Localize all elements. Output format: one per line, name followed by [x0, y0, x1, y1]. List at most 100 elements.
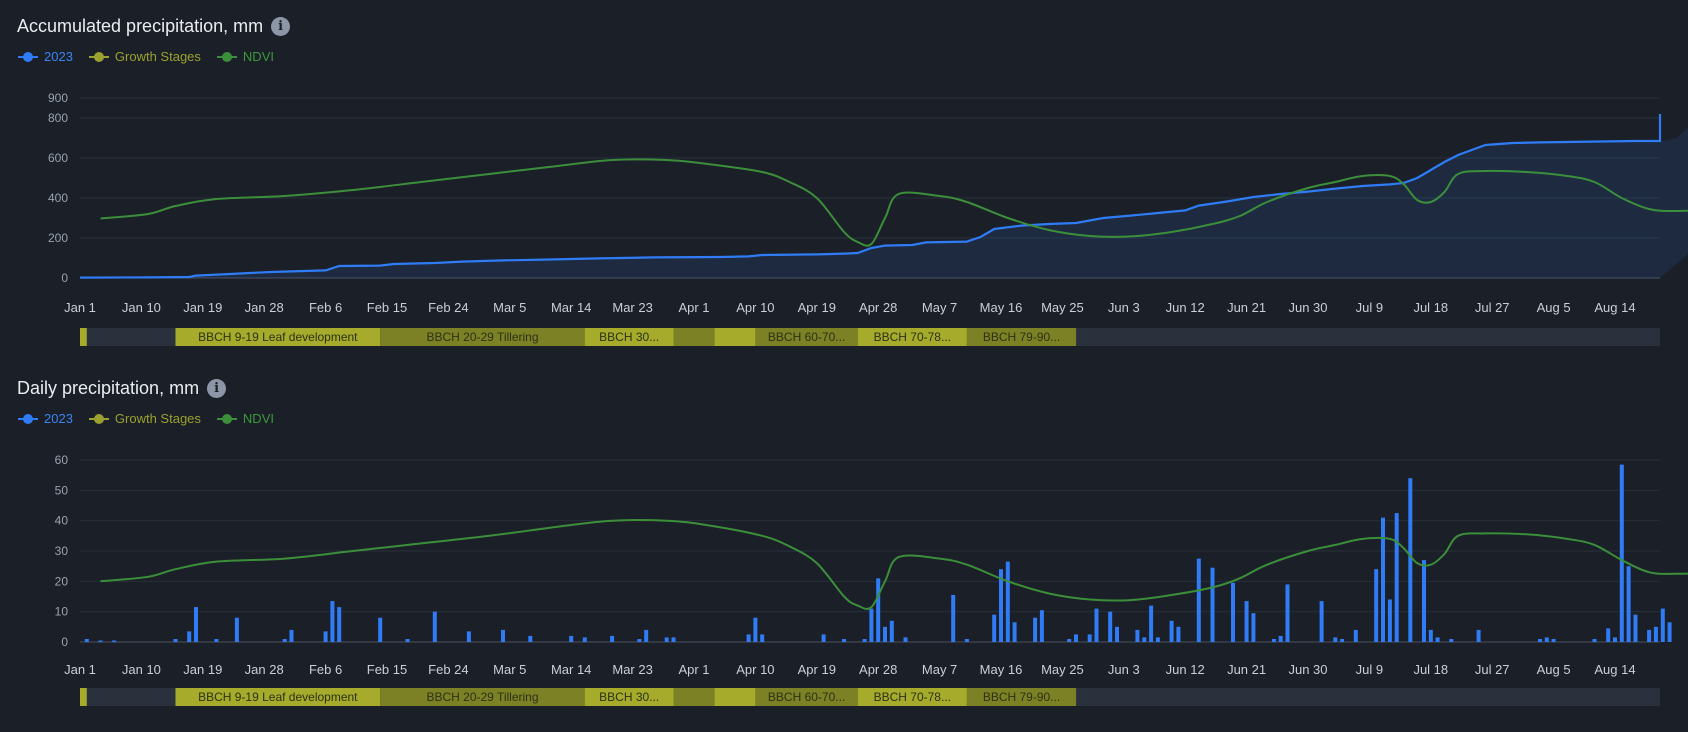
bar-2023	[1667, 622, 1672, 642]
bar-2023	[1544, 637, 1549, 642]
bar-2023	[1142, 637, 1147, 642]
growth-stage-label: BBCH 60-70...	[768, 690, 845, 704]
legend-item-ndvi[interactable]: NDVI	[216, 49, 274, 64]
bar-2023	[1592, 639, 1597, 642]
bar-2023	[405, 639, 410, 642]
x-tick-label: Jun 30	[1288, 662, 1327, 677]
bar-2023	[1012, 622, 1017, 642]
x-tick-label: Jun 3	[1108, 662, 1140, 677]
growth-stage-segment	[857, 328, 967, 346]
x-tick-label: May 16	[980, 300, 1023, 315]
y-tick-label: 800	[48, 111, 68, 125]
legend-item-ndvi[interactable]: NDVI	[216, 411, 274, 426]
bar-2023	[1005, 561, 1010, 642]
bar-2023	[432, 611, 437, 642]
growth-stage-label: BBCH 30...	[599, 690, 659, 704]
growth-stage-segment	[714, 328, 756, 346]
x-tick-label: May 7	[922, 662, 957, 677]
x-tick-label: Jul 9	[1356, 300, 1383, 315]
growth-stage-label: BBCH 79-90...	[983, 690, 1060, 704]
x-tick-label: Mar 5	[493, 662, 526, 677]
bar-2023	[1660, 608, 1665, 642]
legend-label: Growth Stages	[114, 411, 201, 426]
x-tick-label: Mar 5	[493, 300, 526, 315]
growth-stage-segment	[80, 328, 87, 346]
x-tick-label: Feb 24	[428, 662, 468, 677]
x-tick-label: May 7	[922, 300, 957, 315]
x-tick-label: Jan 19	[183, 300, 222, 315]
growth-stage-segment	[966, 328, 1077, 346]
x-tick-label: Apr 10	[736, 662, 774, 677]
growth-stage-segment	[755, 328, 858, 346]
bar-2023	[883, 626, 887, 642]
x-tick-label: Jun 30	[1288, 300, 1327, 315]
growth-stage-segment	[584, 688, 674, 706]
x-tick-label: Jul 18	[1413, 300, 1448, 315]
growth-stage-segment	[966, 688, 1077, 706]
legend-item-growth-stages[interactable]: Growth Stages	[88, 49, 201, 64]
bar-2023	[1108, 611, 1113, 642]
legend-label: 2023	[44, 49, 73, 64]
bar-2023	[1155, 637, 1160, 642]
growth-stage-segment	[584, 328, 674, 346]
bar-2023	[214, 639, 219, 642]
bar-2023	[1135, 629, 1140, 642]
bar-2023	[1271, 639, 1276, 642]
bar-2023	[1422, 560, 1426, 642]
x-tick-label: Jan 28	[245, 300, 284, 315]
bar-2023	[1244, 601, 1249, 642]
accumulated-title-text: Accumulated precipitation, mm	[17, 16, 264, 36]
series-area-2023	[80, 127, 1688, 278]
series-line-ndvi	[100, 519, 1688, 610]
bar-2023	[821, 634, 826, 642]
legend-marker-icon	[216, 413, 237, 425]
bar-2023	[98, 640, 103, 642]
growth-stage-label: BBCH 20-29 Tillering	[426, 330, 538, 344]
x-tick-label: Aug 5	[1537, 300, 1571, 315]
x-tick-label: Apr 19	[798, 300, 836, 315]
bar-2023	[289, 629, 294, 642]
bar-2023	[999, 569, 1003, 642]
growth-stage-label: BBCH 9-19 Leaf development	[198, 690, 358, 704]
x-tick-label: Jun 12	[1166, 662, 1205, 677]
bar-2023	[1619, 464, 1624, 642]
legend-item-2023[interactable]: 2023	[18, 49, 73, 64]
bar-2023	[1169, 620, 1174, 642]
x-tick-label: Jul 27	[1475, 662, 1510, 677]
info-icon[interactable]: i	[207, 379, 227, 398]
daily-title-text: Daily precipitation, mm	[17, 378, 200, 398]
y-tick-label: 200	[48, 231, 68, 245]
x-tick-label: Aug 14	[1594, 662, 1635, 677]
x-tick-label: Jan 10	[122, 300, 161, 315]
legend-label: Growth Stages	[114, 49, 201, 64]
growth-stage-segment	[175, 688, 381, 706]
x-tick-label: Apr 19	[798, 662, 836, 677]
x-tick-label: Jun 12	[1166, 300, 1205, 315]
info-icon[interactable]: i	[271, 17, 291, 36]
x-tick-label: Jun 21	[1227, 662, 1266, 677]
bar-2023	[1340, 639, 1345, 642]
legend-item-2023[interactable]: 2023	[18, 411, 73, 426]
bar-2023	[1538, 639, 1542, 642]
bar-2023	[1408, 478, 1413, 642]
growth-stage-segment	[673, 688, 715, 706]
daily-title: Daily precipitation, mm i	[17, 378, 227, 399]
x-tick-label: Feb 15	[367, 662, 407, 677]
bar-2023	[466, 631, 471, 642]
bar-2023	[1449, 639, 1454, 642]
y-tick-label: 50	[55, 483, 69, 497]
bar-2023	[1394, 513, 1399, 642]
x-tick-label: May 16	[980, 662, 1023, 677]
x-tick-label: Jul 18	[1413, 662, 1448, 677]
x-tick-label: Apr 1	[678, 300, 709, 315]
x-tick-label: Jan 1	[64, 300, 96, 315]
bar-2023	[1285, 584, 1290, 642]
bar-2023	[173, 639, 178, 642]
y-tick-label: 0	[61, 271, 68, 285]
x-tick-label: May 25	[1041, 662, 1084, 677]
legend-item-growth-stages[interactable]: Growth Stages	[88, 411, 201, 426]
growth-stage-label: BBCH 70-78...	[874, 690, 951, 704]
growth-stage-segment	[673, 328, 715, 346]
bar-2023	[992, 614, 997, 642]
bar-2023	[1435, 637, 1440, 642]
